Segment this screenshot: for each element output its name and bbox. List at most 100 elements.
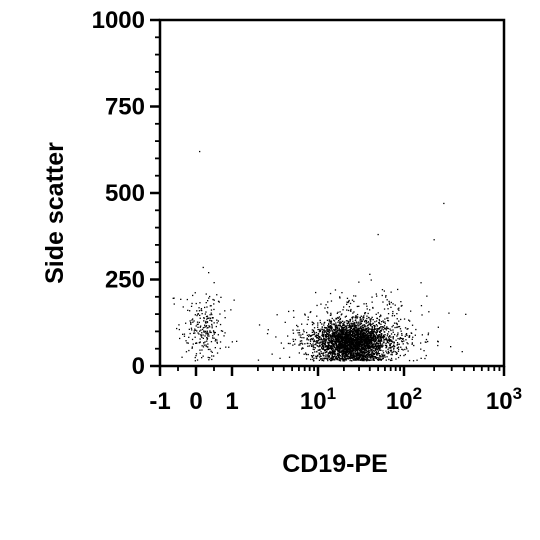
data-point xyxy=(355,343,357,346)
data-point xyxy=(360,349,362,351)
data-point xyxy=(342,346,344,349)
data-point xyxy=(386,317,388,319)
data-point xyxy=(349,336,351,338)
data-point xyxy=(331,335,333,337)
data-point xyxy=(384,356,386,358)
data-point xyxy=(364,350,366,352)
data-point xyxy=(321,338,323,341)
data-point xyxy=(345,353,347,355)
y-tick-label: 1000 xyxy=(92,7,145,34)
data-point xyxy=(350,344,352,346)
data-point xyxy=(195,302,197,305)
data-point xyxy=(353,336,356,339)
data-point xyxy=(195,342,197,344)
data-point xyxy=(395,339,397,341)
data-point xyxy=(326,333,329,336)
data-point xyxy=(359,322,361,324)
data-point xyxy=(340,338,342,340)
data-point xyxy=(330,300,333,302)
data-point xyxy=(363,349,365,351)
data-point xyxy=(365,345,367,347)
data-point xyxy=(354,339,356,341)
data-point xyxy=(392,303,394,305)
data-point xyxy=(350,345,353,348)
data-point xyxy=(392,324,394,327)
data-point xyxy=(338,353,341,356)
data-point xyxy=(357,359,359,361)
data-point xyxy=(359,333,361,335)
data-point xyxy=(331,348,333,350)
data-point xyxy=(364,348,366,350)
data-point xyxy=(330,322,332,325)
data-point xyxy=(348,300,350,303)
data-point xyxy=(330,325,332,327)
data-point xyxy=(355,341,357,344)
data-point xyxy=(342,324,344,326)
data-point xyxy=(367,340,369,343)
data-point xyxy=(371,350,373,353)
data-point xyxy=(369,350,371,352)
data-point xyxy=(209,331,211,333)
data-point xyxy=(370,359,372,361)
data-point xyxy=(406,342,408,344)
data-point xyxy=(336,354,339,357)
data-point xyxy=(337,353,339,355)
data-point xyxy=(178,324,180,326)
data-point xyxy=(393,315,396,317)
data-point xyxy=(326,346,328,348)
data-point xyxy=(317,324,319,326)
data-point xyxy=(324,346,326,348)
data-point xyxy=(207,333,210,335)
data-point xyxy=(336,333,338,335)
data-point xyxy=(331,323,333,325)
data-point xyxy=(340,332,342,335)
data-point xyxy=(393,342,395,344)
data-point xyxy=(349,359,351,362)
data-point xyxy=(336,358,338,360)
data-point xyxy=(349,302,352,305)
data-point xyxy=(347,348,349,350)
data-point xyxy=(370,350,372,352)
data-point xyxy=(330,312,332,314)
data-point xyxy=(206,330,208,332)
data-point xyxy=(376,341,378,344)
data-point xyxy=(370,338,372,340)
data-point xyxy=(369,359,371,361)
data-point xyxy=(320,341,322,343)
data-point xyxy=(219,313,221,315)
data-point xyxy=(324,327,327,329)
data-point xyxy=(406,334,408,337)
data-point xyxy=(344,337,346,339)
data-point xyxy=(342,328,344,330)
data-point xyxy=(344,359,346,361)
data-point xyxy=(357,338,359,340)
data-point xyxy=(367,346,369,348)
data-point xyxy=(385,296,387,298)
data-point xyxy=(195,325,197,327)
data-point xyxy=(335,322,337,324)
data-point xyxy=(448,312,450,314)
data-point xyxy=(311,356,313,358)
data-point xyxy=(352,322,354,325)
data-point xyxy=(335,317,337,319)
data-point xyxy=(362,344,364,346)
data-point xyxy=(364,353,366,355)
data-point xyxy=(397,338,399,340)
data-point xyxy=(361,346,363,349)
data-point xyxy=(341,341,344,344)
data-point xyxy=(203,320,205,322)
data-point xyxy=(303,353,305,355)
data-point xyxy=(387,352,389,355)
data-point xyxy=(376,295,378,297)
data-point xyxy=(359,341,361,343)
data-point xyxy=(384,338,386,341)
data-point xyxy=(334,336,336,338)
data-point xyxy=(321,344,323,346)
data-point xyxy=(360,343,362,345)
data-point xyxy=(346,323,349,325)
data-point xyxy=(324,349,326,351)
data-point xyxy=(360,354,362,357)
data-point xyxy=(327,301,329,303)
data-point xyxy=(383,339,385,341)
data-point xyxy=(204,326,206,328)
